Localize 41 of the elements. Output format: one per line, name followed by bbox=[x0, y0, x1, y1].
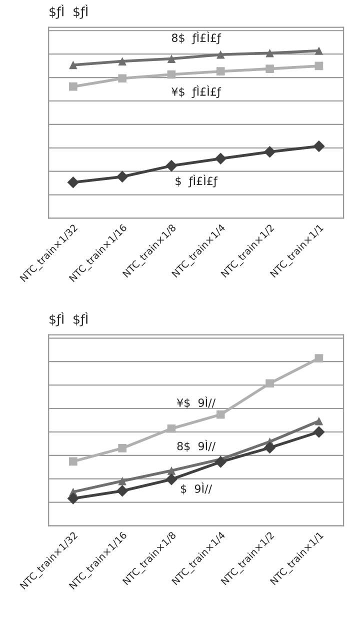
series-label: 8$ 9Ì// bbox=[177, 440, 216, 452]
series-label: $ ƒÌ£Ì£ƒ bbox=[176, 174, 218, 188]
point bbox=[166, 473, 178, 486]
point bbox=[118, 476, 126, 486]
point bbox=[214, 152, 227, 164]
point bbox=[67, 492, 80, 504]
point bbox=[314, 416, 324, 426]
point bbox=[116, 170, 128, 183]
chart-title: $ƒÌ $ƒÌ bbox=[50, 4, 88, 19]
series-label: $ 9Ì// bbox=[180, 482, 212, 494]
chart-title: $ƒÌ $ƒÌ bbox=[50, 312, 88, 326]
point bbox=[167, 466, 176, 475]
point bbox=[118, 444, 126, 452]
point bbox=[216, 410, 225, 419]
point bbox=[266, 379, 274, 388]
point bbox=[118, 74, 126, 83]
point bbox=[314, 354, 324, 362]
point bbox=[68, 457, 78, 466]
point bbox=[313, 140, 325, 152]
point bbox=[118, 57, 126, 66]
series-label: ¥$ 9Ì// bbox=[176, 396, 216, 408]
point bbox=[216, 67, 225, 76]
series-label: ¥$ ƒÌ£Ì£ƒ bbox=[172, 85, 222, 98]
point bbox=[266, 48, 274, 58]
point bbox=[167, 70, 176, 79]
point bbox=[264, 146, 276, 158]
point bbox=[167, 424, 176, 433]
point bbox=[116, 485, 128, 497]
point bbox=[216, 50, 225, 59]
point bbox=[314, 62, 324, 70]
point bbox=[166, 160, 178, 172]
point bbox=[264, 442, 276, 454]
point bbox=[214, 456, 227, 468]
point bbox=[167, 54, 176, 63]
point bbox=[266, 64, 274, 73]
point bbox=[67, 176, 80, 188]
point bbox=[68, 82, 78, 91]
point bbox=[68, 60, 78, 70]
point bbox=[313, 426, 325, 438]
point bbox=[314, 46, 324, 55]
series-label: 8$ ƒÌ£Ì£ƒ bbox=[172, 32, 222, 44]
